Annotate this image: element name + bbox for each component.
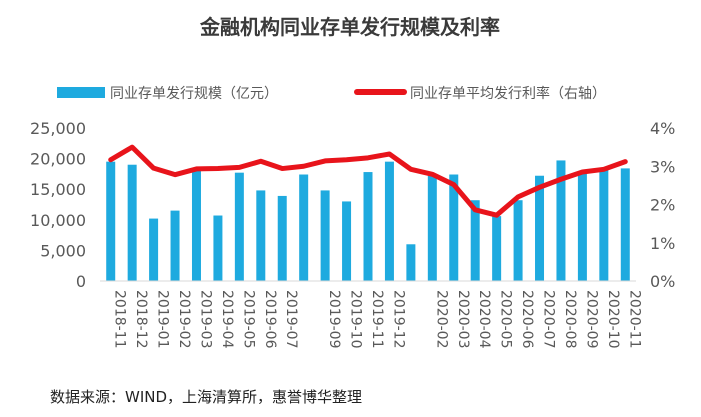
legend-bar-swatch: [57, 87, 105, 98]
x-tick-label: 2019-02: [176, 290, 192, 349]
y-left-tick-label: 10,000: [30, 211, 86, 230]
y-right-tick-label: 3%: [650, 157, 675, 176]
source-note: 数据来源：WIND，上海清算所，惠誉博华整理: [50, 388, 362, 406]
rate-point: [323, 159, 327, 163]
bar: [599, 169, 609, 281]
rate-point: [516, 195, 520, 199]
rate-point: [430, 172, 434, 176]
rate-point: [580, 170, 584, 174]
bar-series: [106, 160, 630, 281]
bar: [513, 200, 523, 281]
x-tick-label: 2019-10: [348, 290, 364, 349]
x-tick-label: 2019-05: [240, 290, 256, 349]
rate-point: [173, 173, 177, 177]
x-tick-label: 2019-06: [262, 290, 278, 349]
legend-line-label: 同业存单平均发行利率（右轴）: [410, 85, 606, 102]
x-tick-label: 2019-11: [369, 290, 385, 349]
y-right-tick-label: 1%: [650, 234, 675, 253]
y-axis-right: 0% 1% 2% 3% 4%: [650, 119, 675, 291]
bar: [577, 171, 587, 281]
rate-point: [387, 152, 391, 156]
rate-point: [366, 156, 370, 160]
y-right-tick-label: 2%: [650, 196, 675, 215]
rate-point: [130, 145, 134, 149]
x-tick-label: 2020-07: [541, 290, 557, 349]
bar: [427, 175, 437, 281]
bar: [234, 172, 244, 281]
y-axis-left: 0 5,000 10,000 15,000 20,000 25,000: [30, 119, 86, 291]
x-tick-label: 2019-12: [390, 290, 406, 349]
rate-point: [280, 167, 284, 171]
bar: [620, 168, 630, 281]
rate-point: [602, 167, 606, 171]
y-right-tick-label: 0%: [650, 272, 675, 291]
rate-point: [152, 166, 156, 170]
rate-point: [259, 159, 263, 163]
legend: 同业存单发行规模（亿元） 同业存单平均发行利率（右轴）: [57, 85, 606, 102]
x-tick-label: 2020-05: [498, 290, 514, 349]
legend-bar-label: 同业存单发行规模（亿元）: [110, 86, 278, 102]
rate-point: [495, 213, 499, 217]
bar: [406, 244, 416, 281]
bar: [535, 175, 545, 281]
rate-point: [194, 167, 198, 171]
x-tick-label: 2018-12: [133, 290, 149, 349]
bar: [149, 218, 159, 281]
y-left-tick-label: 20,000: [30, 150, 86, 169]
chart-title: 金融机构同业存单发行规模及利率: [199, 15, 500, 39]
x-tick-label: 2020-11: [626, 290, 642, 349]
x-tick-label: 2019-09: [326, 290, 342, 349]
x-tick-label: 2020-04: [476, 290, 492, 349]
bar: [127, 164, 137, 281]
bar: [213, 215, 223, 281]
bar: [299, 174, 309, 281]
line-series: [108, 144, 628, 218]
bar: [170, 210, 180, 281]
rate-point: [409, 167, 413, 171]
x-tick-label: 2020-08: [562, 290, 578, 349]
y-left-tick-label: 15,000: [30, 180, 86, 199]
x-tick-label: 2019-01: [155, 290, 171, 349]
x-tick-label: 2020-06: [519, 290, 535, 349]
bar: [470, 200, 480, 281]
rate-point: [559, 177, 563, 181]
x-tick-label: 2020-10: [605, 290, 621, 349]
bar: [492, 216, 502, 281]
x-axis-ticks: 2018-11 2018-12 2019-01 2019-02 2019-03 2019-…: [112, 290, 643, 349]
rate-point: [302, 164, 306, 168]
bar: [256, 190, 266, 281]
rate-point: [538, 185, 542, 189]
y-left-tick-label: 0: [76, 272, 86, 291]
rate-point: [237, 165, 241, 169]
x-tick-label: 2019-04: [219, 290, 235, 349]
rate-point: [452, 183, 456, 187]
bar: [556, 160, 566, 281]
bar: [342, 201, 352, 281]
bar: [384, 161, 394, 281]
x-tick-label: 2020-02: [433, 290, 449, 349]
bar: [320, 190, 330, 281]
bar: [363, 172, 373, 281]
rate-point: [345, 158, 349, 162]
x-tick-label: 2019-03: [197, 290, 213, 349]
rate-point: [473, 208, 477, 212]
bar: [106, 161, 116, 281]
x-tick-label: 2020-09: [583, 290, 599, 349]
x-tick-label: 2020-03: [455, 290, 471, 349]
y-left-tick-label: 5,000: [40, 241, 86, 260]
bar: [277, 195, 287, 281]
x-tick-label: 2018-11: [112, 290, 128, 349]
rate-point: [216, 167, 220, 171]
rate-point: [109, 158, 113, 162]
y-right-tick-label: 4%: [650, 119, 675, 138]
bar: [449, 174, 459, 281]
rate-point: [623, 160, 627, 164]
y-left-tick-label: 25,000: [30, 119, 86, 138]
bar: [191, 170, 201, 281]
x-tick-label: 2019-07: [283, 290, 299, 349]
